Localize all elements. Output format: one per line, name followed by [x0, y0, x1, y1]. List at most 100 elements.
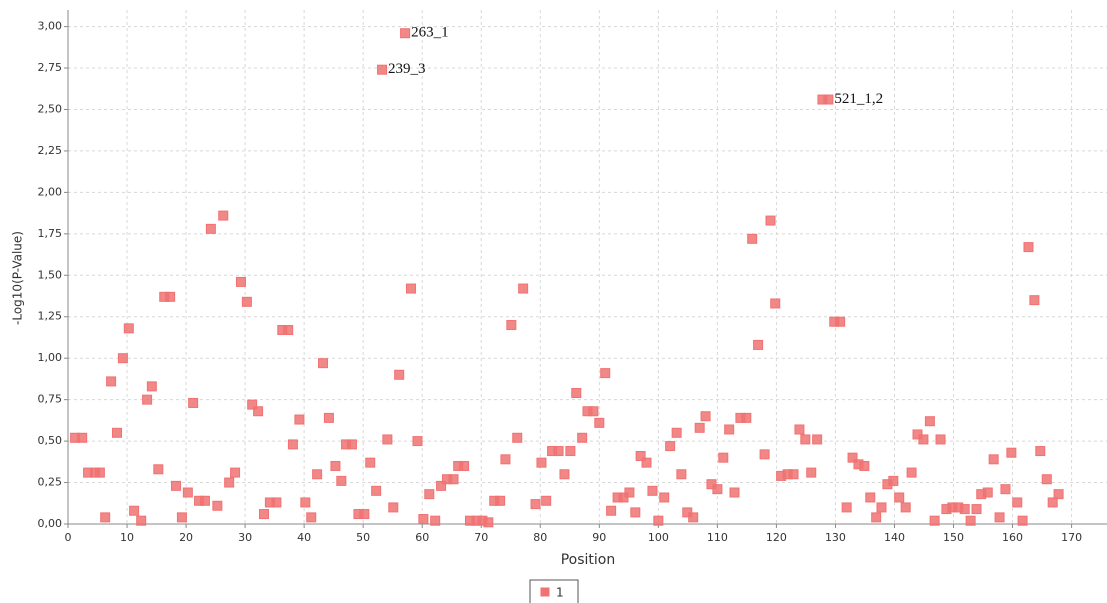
point — [765, 215, 776, 226]
x-tick-label: 20 — [179, 531, 193, 544]
point — [188, 397, 199, 408]
point — [1000, 484, 1011, 495]
y-tick-label: 0,00 — [38, 517, 63, 530]
legend-label: 1 — [556, 586, 564, 600]
point — [965, 515, 976, 526]
point — [741, 412, 752, 423]
point — [788, 469, 799, 480]
point — [865, 492, 876, 503]
point — [994, 512, 1005, 523]
point — [770, 298, 781, 309]
x-tick-label: 40 — [297, 531, 311, 544]
x-tick-label: 80 — [533, 531, 547, 544]
point — [253, 406, 264, 417]
x-tick-label: 130 — [825, 531, 846, 544]
point — [600, 368, 611, 379]
point — [241, 296, 252, 307]
point — [806, 467, 817, 478]
point — [1012, 497, 1023, 508]
point — [146, 381, 157, 392]
y-tick-label: 1,50 — [38, 268, 63, 281]
point — [336, 475, 347, 486]
point — [1035, 446, 1046, 457]
point — [436, 480, 447, 491]
x-tick-label: 10 — [120, 531, 134, 544]
point — [287, 439, 298, 450]
y-tick-label: 2,50 — [38, 102, 63, 115]
point — [659, 492, 670, 503]
point — [900, 502, 911, 513]
annotation: 521_1,2 — [834, 91, 883, 107]
point — [111, 427, 122, 438]
point — [823, 94, 834, 105]
point — [641, 457, 652, 468]
point — [665, 441, 676, 452]
point — [871, 512, 882, 523]
point — [647, 485, 658, 496]
x-tick-label: 110 — [707, 531, 728, 544]
point — [283, 325, 294, 336]
point — [176, 512, 187, 523]
point — [136, 515, 147, 526]
point — [405, 283, 416, 294]
point — [359, 509, 370, 520]
point — [1041, 474, 1052, 485]
y-tick-label: 0,50 — [38, 434, 63, 447]
point — [894, 492, 905, 503]
point — [671, 427, 682, 438]
point — [247, 399, 258, 410]
point — [294, 414, 305, 425]
point — [500, 454, 511, 465]
x-tick-label: 60 — [415, 531, 429, 544]
annotation: 239_3 — [388, 61, 426, 77]
point — [794, 424, 805, 435]
x-tick-label: 120 — [766, 531, 787, 544]
y-tick-label: 0,25 — [38, 476, 63, 489]
point — [218, 210, 229, 221]
point — [929, 515, 940, 526]
point — [530, 499, 541, 510]
point — [518, 283, 529, 294]
x-tick-label: 140 — [884, 531, 905, 544]
point — [153, 464, 164, 475]
point — [258, 509, 269, 520]
point — [759, 449, 770, 460]
x-tick-label: 50 — [356, 531, 370, 544]
point — [700, 411, 711, 422]
point — [1017, 515, 1028, 526]
point — [430, 515, 441, 526]
x-tick-label: 100 — [648, 531, 669, 544]
point — [724, 424, 735, 435]
point — [1029, 295, 1040, 306]
point — [1047, 497, 1058, 508]
annotation: 263_1 — [411, 25, 449, 41]
point — [323, 412, 334, 423]
point — [377, 64, 388, 75]
point — [512, 432, 523, 443]
point — [224, 477, 235, 488]
point — [318, 358, 329, 369]
point — [729, 487, 740, 498]
point — [394, 369, 405, 380]
point — [888, 475, 899, 486]
point — [676, 469, 687, 480]
point — [859, 460, 870, 471]
legend-box — [529, 579, 579, 603]
point — [536, 457, 547, 468]
point — [346, 439, 357, 450]
point — [1023, 242, 1034, 253]
point — [212, 500, 223, 511]
point — [718, 452, 729, 463]
point — [199, 495, 210, 506]
point — [571, 388, 582, 399]
point — [906, 467, 917, 478]
point — [688, 512, 699, 523]
point — [588, 406, 599, 417]
point — [835, 316, 846, 327]
point — [624, 487, 635, 498]
x-tick-label: 150 — [943, 531, 964, 544]
point — [371, 485, 382, 496]
x-tick-label: 90 — [592, 531, 606, 544]
point — [165, 291, 176, 302]
